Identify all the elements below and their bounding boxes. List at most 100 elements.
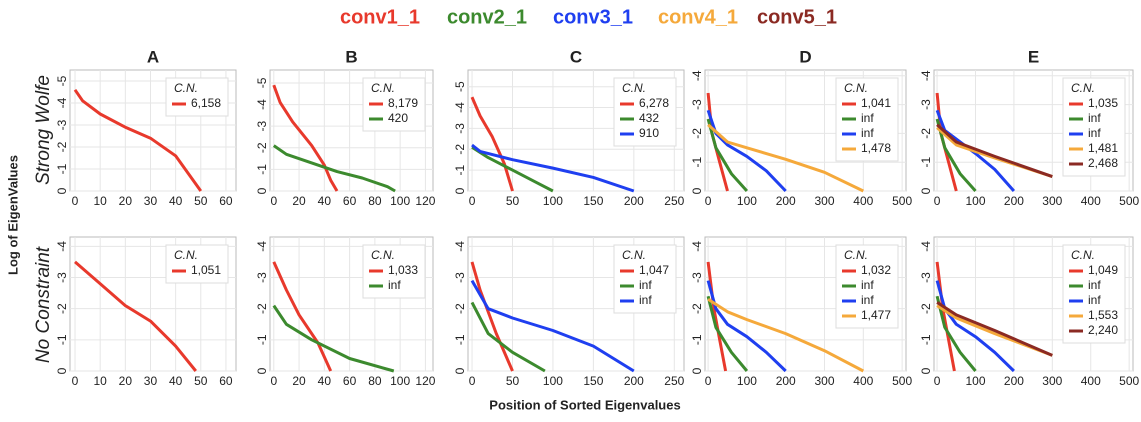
x-tick-label: 50 xyxy=(194,374,208,388)
panel: 0 10 20 30 40 50 60 0 -1 -2 -3 -4 C.N.1,051 xyxy=(55,236,237,388)
legend-label: 1,041 xyxy=(861,96,891,110)
series-line xyxy=(936,123,1053,179)
series-line xyxy=(470,96,514,192)
y-tick-label: -1 xyxy=(453,334,467,345)
x-tick-label: 0 xyxy=(705,194,712,208)
legend-label: 1,032 xyxy=(861,263,891,277)
y-tick-label: -4 xyxy=(453,102,467,113)
series-line xyxy=(707,123,864,193)
y-tick-label: -3 xyxy=(55,272,69,283)
series-line xyxy=(935,261,956,372)
legend-label: 8,179 xyxy=(388,96,418,110)
legend-label: inf xyxy=(1088,278,1101,292)
x-tick-label: 500 xyxy=(1119,374,1139,388)
y-tick-label: -3 xyxy=(690,99,704,110)
legend-label: 6,278 xyxy=(639,96,669,110)
x-tick-label: 400 xyxy=(853,194,873,208)
x-tick-label: 150 xyxy=(583,194,603,208)
series-line xyxy=(272,84,339,192)
x-tick-label: 10 xyxy=(94,374,108,388)
legend-title: C.N. xyxy=(622,81,646,95)
x-tick-label: 60 xyxy=(343,194,357,208)
x-tick-label: 60 xyxy=(219,194,233,208)
y-tick-label: -1 xyxy=(690,334,704,345)
y-tick-label: 0 xyxy=(55,367,69,374)
panel: 0 100 200 300 400 5000-1-2-3-4C.N.1,032infinf… xyxy=(690,236,912,388)
legend-entry: conv2_1 xyxy=(447,6,527,28)
x-tick-label: 150 xyxy=(583,374,603,388)
y-tick-label: -2 xyxy=(255,303,269,314)
legend-label: inf xyxy=(639,293,652,307)
y-tick-label: -2 xyxy=(55,303,69,314)
series-line xyxy=(706,261,728,372)
panel: 0 100 200 300 400 5000-1-2-3-4DC.N.1,041infin… xyxy=(690,47,912,208)
x-tick-label: 0 xyxy=(934,194,941,208)
x-tick-label: 0 xyxy=(72,374,79,388)
y-tick-label: -4 xyxy=(453,241,467,252)
x-tick-label: 20 xyxy=(119,374,133,388)
y-tick-label: -1 xyxy=(55,334,69,345)
x-tick-label: 120 xyxy=(415,194,435,208)
x-tick-label: 60 xyxy=(343,374,357,388)
legend-label: inf xyxy=(861,111,874,125)
legend-label: 1,553 xyxy=(1088,308,1118,322)
y-tick-label: -3 xyxy=(453,123,467,134)
legend-title: C.N. xyxy=(1071,248,1095,262)
x-tick-label: 40 xyxy=(169,374,183,388)
x-tick-label: 300 xyxy=(1042,374,1062,388)
y-tick-label: -1 xyxy=(255,164,269,175)
x-tick-label: 40 xyxy=(318,374,332,388)
y-axis-label: Log of EigenValues xyxy=(5,155,20,275)
x-tick-label: 50 xyxy=(506,194,520,208)
y-tick-label: -1 xyxy=(55,163,69,174)
legend-label: inf xyxy=(1088,126,1101,140)
panel-title: C xyxy=(570,47,582,66)
legend-label: 2,468 xyxy=(1088,156,1118,170)
y-tick-label: -1 xyxy=(919,334,933,345)
y-tick-label: 0 xyxy=(55,187,69,194)
y-tick-label: 0 xyxy=(919,367,933,374)
legend-label: 420 xyxy=(388,111,408,125)
x-tick-label: 100 xyxy=(965,194,985,208)
x-tick-label: 100 xyxy=(737,374,757,388)
x-tick-label: 200 xyxy=(776,194,796,208)
x-tick-label: 50 xyxy=(506,374,520,388)
y-tick-label: -2 xyxy=(919,128,933,139)
y-tick-label: 0 xyxy=(453,187,467,194)
y-tick-label: -2 xyxy=(690,303,704,314)
x-tick-label: 50 xyxy=(194,194,208,208)
panel-title: D xyxy=(799,47,811,66)
series-line xyxy=(935,109,1016,192)
y-tick-label: -4 xyxy=(690,241,704,252)
series-line xyxy=(470,301,546,373)
x-tick-label: 10 xyxy=(94,194,108,208)
y-tick-label: -4 xyxy=(919,241,933,252)
series-line xyxy=(471,143,635,193)
y-tick-label: -5 xyxy=(55,75,69,86)
series-line xyxy=(935,280,1015,373)
y-tick-label: -2 xyxy=(690,128,704,139)
series-line xyxy=(272,304,395,373)
y-tick-label: -4 xyxy=(255,99,269,110)
x-tick-label: 100 xyxy=(543,194,563,208)
x-tick-label: 0 xyxy=(72,194,79,208)
x-tick-label: 200 xyxy=(624,374,644,388)
legend-entry: conv4_1 xyxy=(658,6,738,28)
series-line xyxy=(706,295,749,372)
x-tick-label: 20 xyxy=(292,374,306,388)
y-tick-label: -3 xyxy=(255,121,269,132)
series-line xyxy=(936,301,1053,357)
legend-box xyxy=(1062,244,1126,344)
y-tick-label: -1 xyxy=(690,157,704,168)
x-tick-label: 20 xyxy=(119,194,133,208)
x-tick-label: 100 xyxy=(543,374,563,388)
x-tick-label: 400 xyxy=(853,374,873,388)
x-tick-label: 100 xyxy=(965,374,985,388)
x-tick-label: 500 xyxy=(1119,194,1139,208)
x-tick-label: 30 xyxy=(144,194,158,208)
y-tick-label: -3 xyxy=(453,272,467,283)
